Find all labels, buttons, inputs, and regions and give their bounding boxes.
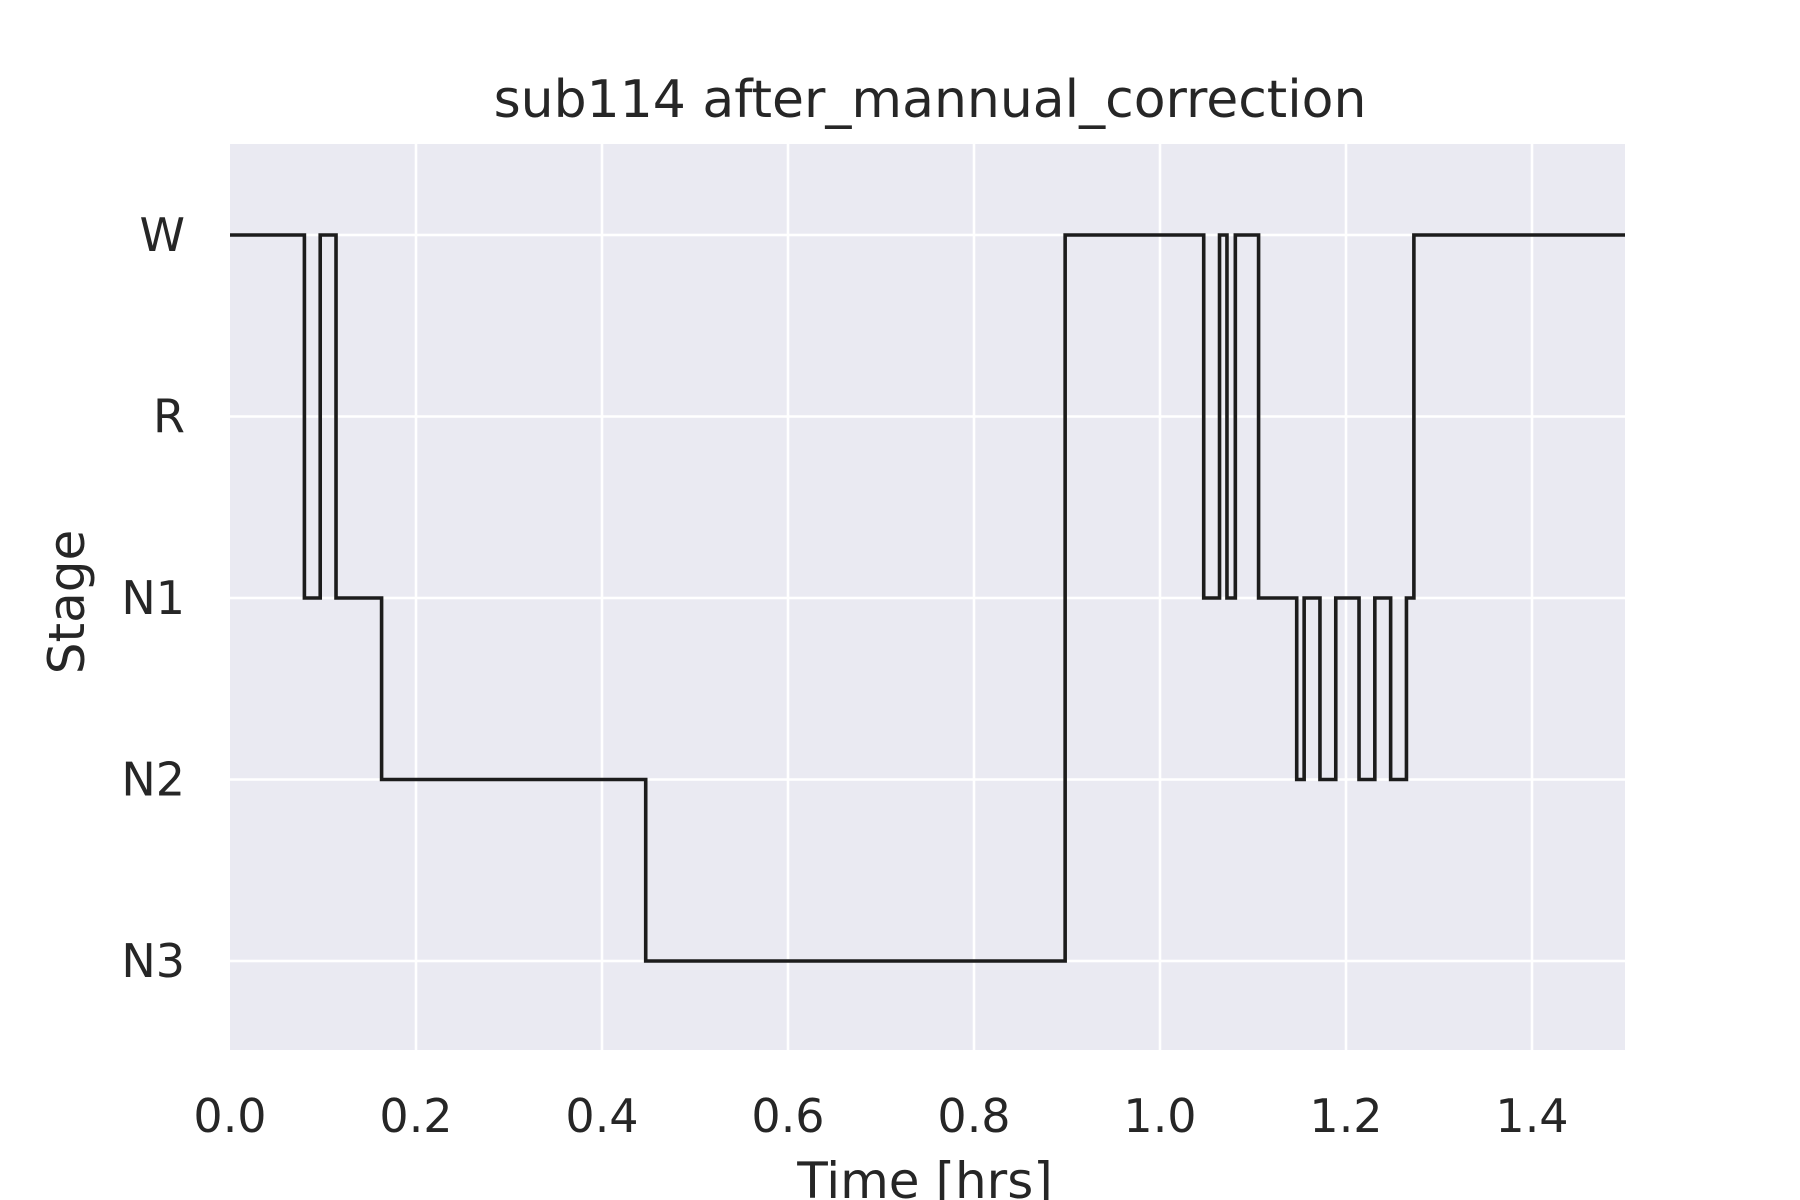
x-tick-label: 0.2 [379,1089,452,1143]
x-tick-label: 1.4 [1495,1089,1568,1143]
y-axis-label: Stage [38,530,96,674]
x-tick-label: 0.8 [937,1089,1010,1143]
y-tick-label: N1 [121,571,185,625]
y-tick-label: R [153,390,185,444]
y-tick-label: N3 [121,934,185,988]
x-tick-label: 1.0 [1123,1089,1196,1143]
y-tick-labels: W R N1 N2 N3 [121,208,185,988]
x-axis-label: Time [hrs] [796,1152,1053,1200]
y-tick-label: W [140,208,185,262]
chart-title: sub114 after_mannual_correction [494,70,1367,130]
y-tick-label: N2 [121,753,185,807]
x-tick-label: 0.0 [193,1089,266,1143]
series-layer [230,233,1625,963]
x-tick-label: 0.6 [751,1089,824,1143]
x-tick-label: 1.2 [1309,1089,1382,1143]
x-tick-label: 0.4 [565,1089,638,1143]
sleep-stage-line [230,233,1625,963]
x-tick-labels: 0.0 0.2 0.4 0.6 0.8 1.0 1.2 1.4 [193,1089,1568,1143]
